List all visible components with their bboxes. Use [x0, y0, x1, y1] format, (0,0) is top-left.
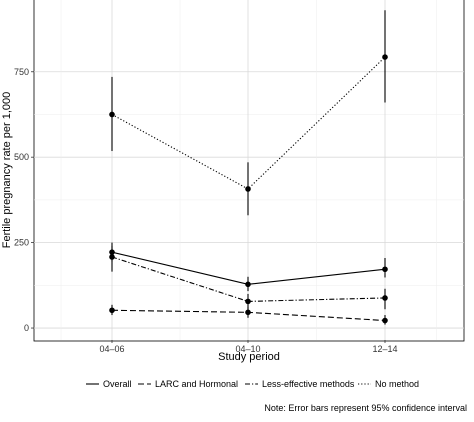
data-point	[245, 281, 251, 288]
series-layer	[109, 10, 388, 325]
legend-item: Overall	[86, 379, 132, 389]
data-point	[109, 307, 115, 314]
y-tick-label: 500	[14, 152, 29, 162]
chart-note: Note: Error bars represent 95% confidenc…	[264, 403, 467, 413]
series-line	[111, 56, 386, 190]
legend-item: No method	[358, 379, 419, 389]
data-point	[382, 295, 388, 301]
legend-label: LARC and Hormonal	[155, 379, 238, 389]
data-point	[382, 317, 388, 324]
y-tick-label: 0	[24, 323, 29, 333]
grid-lines	[34, 0, 464, 340]
plot-panel	[33, 0, 465, 342]
data-point	[382, 266, 388, 273]
x-tick-label: 04–10	[235, 344, 260, 354]
data-point	[245, 186, 251, 192]
y-axis: 0 250 500 750	[14, 67, 34, 333]
legend-item: Less-effective methods	[245, 379, 355, 389]
legend: Overall LARC and Hormonal Less-effective m…	[86, 379, 419, 389]
data-point	[245, 309, 251, 316]
y-tick-label: 250	[14, 238, 29, 248]
data-point	[109, 254, 115, 260]
legend-label: Less-effective methods	[262, 379, 355, 389]
x-tick-label: 12–14	[372, 344, 397, 354]
series-dashed	[109, 304, 388, 325]
x-tick-label: 04–06	[99, 344, 124, 354]
data-point	[109, 111, 115, 118]
series-dotted	[109, 10, 388, 216]
y-tick-label: 750	[14, 67, 29, 77]
y-axis-title: Fertile pregnancy rate per 1,000	[1, 92, 13, 249]
data-point	[382, 54, 388, 60]
x-axis: 04–06 04–10 12–14	[99, 340, 398, 354]
legend-item: LARC and Hormonal	[138, 379, 238, 389]
series-dotdash	[109, 246, 388, 310]
data-point	[245, 298, 251, 305]
x-axis-title: Study period	[218, 351, 280, 363]
legend-label: No method	[375, 379, 419, 389]
legend-label: Overall	[103, 379, 132, 389]
